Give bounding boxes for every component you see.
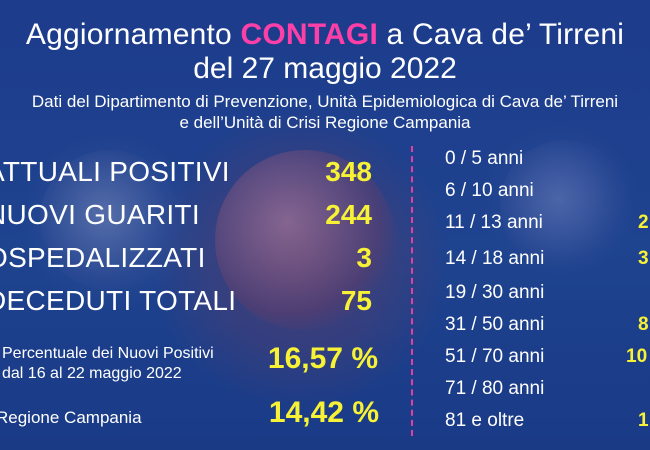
age-label-6-10: 6 / 10 anni [445,180,534,201]
stat-value-ospedalizzati: 3 [356,242,372,273]
stat-label-ospedalizzati: OSPEDALIZZATI [0,242,206,273]
stat-label-deceduti-totali: DECEDUTI TOTALI [0,285,237,316]
age-label-0-5: 0 / 5 anni [445,148,524,169]
date-line: del 27 maggio 2022 [193,52,457,85]
stat-label-nuovi-guariti: NUOVI GUARITI [0,199,200,230]
stat-value-attuali-positivi: 348 [325,156,372,187]
age-label-31-50: 31 / 50 anni [445,314,545,335]
stat-value-deceduti-totali: 75 [340,285,372,316]
age-label-51-70: 51 / 70 anni [445,346,545,367]
regione-label: Regione Campania [0,408,142,427]
age-label-71-80: 71 / 80 anni [445,378,545,399]
percent-value: 16,57 % [267,342,378,375]
percent-label-line2: dal 16 al 22 maggio 2022 [2,365,182,382]
title-prefix: Aggiornamento [25,18,241,51]
age-value-51-70: 10 [626,346,648,367]
source-line-2: e dell’Unità di Crisi Regione Campania [179,113,471,132]
age-label-11-13: 11 / 13 anni [445,212,543,233]
title-accent: CONTAGI [240,18,378,51]
age-label-14-18: 14 / 18 anni [445,248,545,269]
age-label-81-oltre: 81 e oltre [445,410,525,431]
virus-illustration-right [500,140,630,270]
percent-label-line1: Percentuale dei Nuovi Positivi [2,345,214,362]
title-suffix: a Cava de’ Tirreni [377,18,625,51]
source-line-1: Dati del Dipartimento di Prevenzione, Un… [31,92,619,111]
stat-label-attuali-positivi: ATTUALI POSITIVI [0,156,230,187]
divider-line [411,146,413,436]
age-label-19-30: 19 / 30 anni [445,282,545,303]
page-title: Aggiornamento CONTAGI a Cava de’ Tirreni [0,18,650,52]
age-value-14-18: 3 [638,248,649,269]
stat-value-nuovi-guariti: 244 [325,199,372,230]
age-value-81-oltre: 1 [638,410,649,431]
regione-value: 14,42 % [268,396,379,429]
age-value-11-13: 2 [638,212,649,233]
age-value-31-50: 8 [638,314,649,335]
virus-illustration [215,150,395,330]
virus-illustration-left [40,150,180,290]
